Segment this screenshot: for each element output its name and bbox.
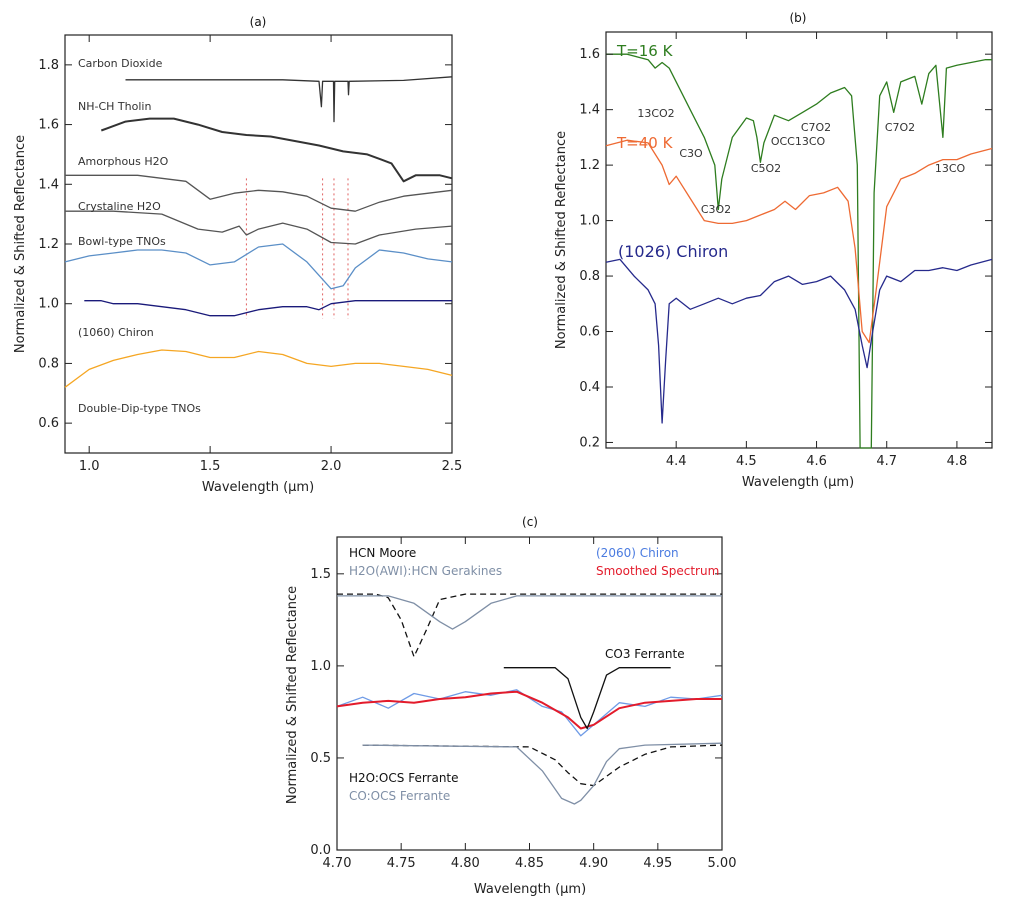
panel-a-ticks: 1.0 1.5 2.0 2.5 0.6 0.8 1.0 1.2 1.4 1.6 1.8 [38, 35, 462, 474]
label-2060-chiron: (2060) Chiron [596, 546, 679, 560]
series-co3-ferrante [503, 667, 671, 730]
y-tick-label: 0.5 [310, 751, 331, 766]
x-tick-label: 5.00 [708, 856, 737, 871]
panel-a-xlabel: Wavelength (μm) [202, 480, 314, 495]
series-co-ocs-ferrante [362, 742, 723, 805]
panel-b-series [605, 53, 993, 449]
label-bowl-type: Bowl-type TNOs [78, 235, 166, 248]
y-tick-label: 1.4 [38, 177, 59, 192]
ann-c7o2-right: C7O2 [885, 121, 915, 134]
ann-c3o: C3O [679, 147, 703, 160]
y-tick-label: 0.8 [38, 356, 59, 371]
x-tick-label: 2.0 [321, 459, 342, 474]
x-tick-label: 4.75 [387, 856, 416, 871]
x-tick-label: 1.0 [79, 459, 100, 474]
series-1060-chiron [84, 300, 452, 317]
series-smoothed-spectrum [336, 690, 722, 730]
y-tick-label: 1.0 [579, 214, 600, 229]
panel-c-ylabel: Normalized & Shifted Reflectance [285, 586, 300, 804]
label-1060-chiron: (1060) Chiron [78, 326, 154, 339]
label-amorphous-h2o: Amorphous H2O [78, 155, 169, 168]
y-tick-label: 1.0 [310, 659, 331, 674]
x-tick-label: 4.70 [323, 856, 352, 871]
y-tick-label: 0.4 [579, 380, 600, 395]
ann-occ13co: OCC13CO [771, 135, 826, 148]
x-tick-label: 4.85 [515, 856, 544, 871]
x-tick-label: 4.90 [579, 856, 608, 871]
label-co3-ferrante: CO3 Ferrante [605, 647, 685, 661]
label-crystaline-h2o: Crystaline H2O [78, 200, 161, 213]
y-tick-label: 1.0 [38, 297, 59, 312]
series-1026-chiron [605, 258, 993, 424]
x-tick-label: 1.5 [200, 459, 221, 474]
panel-a-series [64, 76, 453, 388]
panel-c: (c) 4.70 4.75 4.80 4.85 4.90 4.95 5.00 0.0 0.5 1.… [285, 515, 736, 897]
label-t40k: T=40 K [616, 134, 674, 152]
series-amorphous-h2o [65, 174, 453, 212]
x-tick-label: 4.7 [876, 454, 897, 469]
series-t-16-k [606, 53, 992, 449]
panel-c-title: (c) [522, 515, 538, 529]
series-double-dip-type-tnos [64, 349, 453, 388]
panel-b-frame [605, 31, 993, 449]
series-t-40-k [605, 139, 993, 344]
y-tick-label: 1.6 [38, 118, 59, 133]
series-h2o-awi-hcn-gerakines [337, 595, 722, 630]
ann-13co2: 13CO2 [637, 107, 674, 120]
label-h2o-hcn-gerakines: H2O(AWI):HCN Gerakines [349, 564, 502, 578]
series-bowl-type-tnos [64, 243, 453, 290]
panel-c-xlabel: Wavelength (μm) [474, 882, 586, 897]
panel-a: (a) 1.0 1.5 2.0 2.5 0.6 0.8 1.0 1.2 1.4 1.6 1.8 Wa… [13, 15, 462, 495]
y-tick-label: 1.8 [38, 58, 59, 73]
x-tick-label: 2.5 [442, 459, 463, 474]
x-tick-label: 4.95 [643, 856, 672, 871]
label-t16k: T=16 K [616, 42, 674, 60]
label-double-dip: Double-Dip-type TNOs [78, 402, 201, 415]
label-hcn-moore: HCN Moore [349, 546, 416, 560]
x-tick-label: 4.4 [666, 454, 687, 469]
label-co-ocs-ferrante: CO:OCS Ferrante [349, 789, 450, 803]
y-tick-label: 1.5 [310, 567, 331, 582]
x-tick-label: 4.8 [947, 454, 968, 469]
label-nh-ch-tholin: NH-CH Tholin [78, 100, 151, 113]
y-tick-label: 1.6 [579, 47, 600, 62]
panel-c-frame [336, 536, 723, 851]
x-tick-label: 4.5 [736, 454, 757, 469]
y-tick-label: 1.2 [579, 158, 600, 173]
panel-a-title: (a) [250, 15, 267, 29]
panel-a-ylabel: Normalized & Shifted Reflectance [13, 135, 28, 353]
series-nh-ch-tholin [100, 117, 453, 183]
y-tick-label: 1.4 [579, 103, 600, 118]
y-tick-label: 0.8 [579, 269, 600, 284]
panel-b-ylabel: Normalized & Shifted Reflectance [554, 131, 569, 349]
label-carbon-dioxide: Carbon Dioxide [78, 57, 163, 70]
panel-c-series [336, 593, 723, 805]
panel-b-title: (b) [790, 11, 807, 25]
ann-13co: 13CO [935, 162, 966, 175]
y-tick-label: 1.2 [38, 237, 59, 252]
panel-b: (b) 4.4 4.5 4.6 4.7 4.8 0.2 0.4 0.6 0.8 1.0 1.2 1.4… [554, 11, 993, 490]
panel-b-ticks: 4.4 4.5 4.6 4.7 4.8 0.2 0.4 0.6 0.8 1.0 1.2 1.4 1.6 [579, 32, 992, 469]
panel-c-ticks: 4.70 4.75 4.80 4.85 4.90 4.95 5.00 0.0 0.5 1.0 1.5 [310, 537, 736, 871]
y-tick-label: 0.0 [310, 843, 331, 858]
series-h2o-ocs-ferrante [362, 744, 723, 787]
label-h2o-ocs-ferrante: H2O:OCS Ferrante [349, 771, 459, 785]
y-tick-label: 0.6 [579, 325, 600, 340]
label-smoothed-spectrum: Smoothed Spectrum [596, 564, 719, 578]
y-tick-label: 0.6 [38, 416, 59, 431]
x-tick-label: 4.80 [451, 856, 480, 871]
series-carbon-dioxide [125, 76, 453, 123]
y-tick-label: 0.2 [579, 435, 600, 450]
ann-c5o2: C5O2 [751, 162, 781, 175]
series-crystaline-h2o [65, 210, 453, 245]
x-tick-label: 4.6 [806, 454, 827, 469]
label-1026-chiron: (1026) Chiron [618, 242, 728, 261]
series-2060-chiron [336, 689, 723, 737]
panel-b-xlabel: Wavelength (μm) [742, 475, 854, 490]
ann-c7o2-left: C7O2 [801, 121, 831, 134]
ann-c3o2: C3O2 [701, 203, 731, 216]
